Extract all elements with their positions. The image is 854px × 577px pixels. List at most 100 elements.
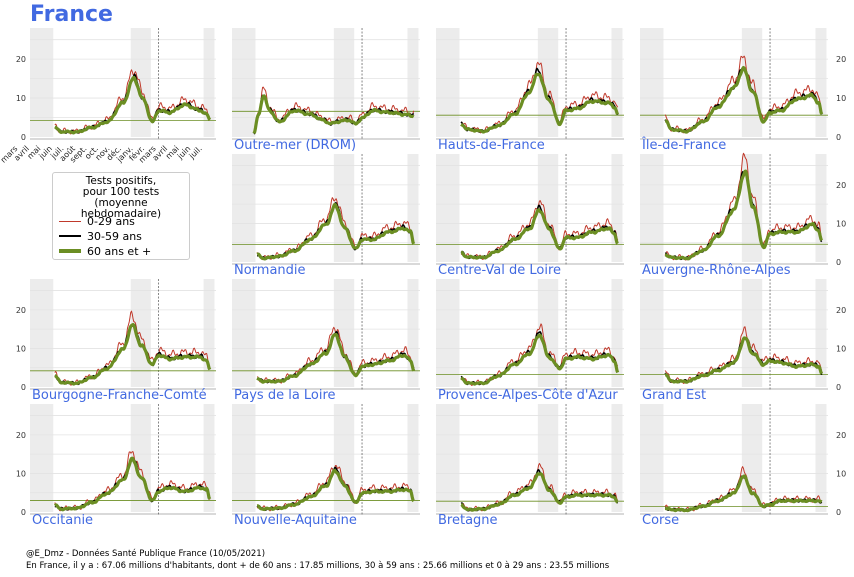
legend-item: 0-29 ans [59,214,135,228]
region-label: Nouvelle-Aquitaine [234,513,357,528]
lockdown-shading [30,404,54,512]
y-tick-label: 0 [21,133,26,142]
region-label: Île-de-France [641,137,726,153]
lockdown-shading [30,279,54,387]
legend: Tests positifs, pour 100 tests (moyenne … [52,172,190,260]
lockdown-shading [537,404,559,512]
lockdown-shading [815,28,827,137]
y-tick-label: 10 [16,94,26,103]
legend-item: 30-59 ans [59,229,142,243]
lockdown-shading [436,154,460,262]
lockdown-shading [232,154,256,262]
region-label: Bretagne [438,513,498,528]
lockdown-shading [333,28,355,137]
series-0-29-line [461,61,619,134]
lockdown-shading [436,28,460,137]
lockdown-shading [232,279,256,387]
y-tick-label: 0 [21,383,26,392]
legend-swatch-30-59 [59,235,81,237]
lockdown-shading [203,279,215,387]
footer-population: En France, il y a : 67.06 millions d'hab… [26,561,610,571]
lockdown-shading [611,154,623,262]
y-tick-label: 0 [836,508,841,517]
series-60-plus-line [460,208,619,260]
lockdown-shading [232,28,256,137]
y-tick-label: 20 [836,181,846,190]
y-tick-label: 10 [836,469,846,478]
region-label: Hauts-de-France [438,138,545,153]
region-label: Corse [642,513,679,528]
lockdown-shading [407,28,419,137]
lockdown-shading [640,28,664,137]
lockdown-shading [333,404,355,512]
region-label: Occitanie [32,513,93,528]
series-60-plus-line [256,332,416,384]
legend-title-line: pour 100 tests [82,186,160,198]
lockdown-shading [407,404,419,512]
legend-swatch-60-plus [59,249,81,253]
region-label: Bourgogne-Franche-Comté [32,388,207,403]
lockdown-shading [407,279,419,387]
y-tick-label: 20 [16,55,26,64]
legend-label: 60 ans et + [87,244,152,258]
lockdown-shading [611,279,623,387]
lockdown-shading [203,28,215,137]
lockdown-shading [232,404,256,512]
series-60-plus-line [256,202,416,261]
lockdown-shading [611,404,623,512]
series-60-plus-line [664,169,824,261]
footer-source: @E_Dmz - Données Santé Publique France (… [26,549,266,559]
series-60-plus-line [54,75,212,135]
series-60-plus-line [53,456,212,512]
series-60-plus-line [664,66,824,134]
y-tick-label: 10 [836,219,846,228]
y-tick-label: 0 [836,133,841,142]
legend-swatch-0-29 [59,220,81,222]
series-0-29-line [54,451,211,512]
y-tick-label: 10 [16,469,26,478]
series-60-plus-line [664,474,823,513]
lockdown-shading [407,154,419,262]
region-label: Auvergne-Rhône-Alpes [642,263,791,278]
lockdown-shading [741,279,763,387]
series-60-plus-line [664,336,824,384]
y-tick-label: 0 [836,383,841,392]
lockdown-shading [640,154,664,262]
lockdown-shading [30,28,54,137]
lockdown-shading [640,279,664,387]
y-tick-label: 0 [21,508,26,517]
lockdown-shading [640,404,664,512]
legend-title-line: Tests positifs, [85,175,157,187]
x-tick-label: juil. [187,144,204,161]
region-label: Normandie [234,263,306,278]
lockdown-shading [130,279,151,387]
legend-label: 30-59 ans [87,229,142,243]
page-title: France [30,2,113,27]
lockdown-shading [815,404,827,512]
legend-label: 0-29 ans [87,214,135,228]
region-label: Grand Est [642,388,706,403]
lockdown-shading [815,279,827,387]
region-label: Outre-mer (DROM) [234,138,356,153]
y-tick-label: 20 [836,431,846,440]
region-label: Provence-Alpes-Côte d'Azur [438,388,618,403]
y-tick-label: 20 [16,306,26,315]
series-60-plus-line [252,94,415,135]
region-label: Centre-Val de Loire [438,263,561,278]
series-60-plus-line [460,72,620,134]
lockdown-shading [815,154,827,262]
series-60-plus-line [256,468,415,512]
lockdown-shading [203,404,215,512]
lockdown-shading [436,404,460,512]
y-tick-label: 20 [836,55,846,64]
series-60-plus-line [460,333,620,386]
region-label: Pays de la Loire [234,388,336,403]
y-tick-label: 10 [836,344,846,353]
y-tick-label: 20 [16,431,26,440]
y-tick-label: 10 [16,344,26,353]
legend-title-line: (moyenne hebdomadaire) [80,197,162,220]
lockdown-shading [436,279,460,387]
series-60-plus-line [54,322,212,386]
legend-item: 60 ans et + [59,244,151,258]
